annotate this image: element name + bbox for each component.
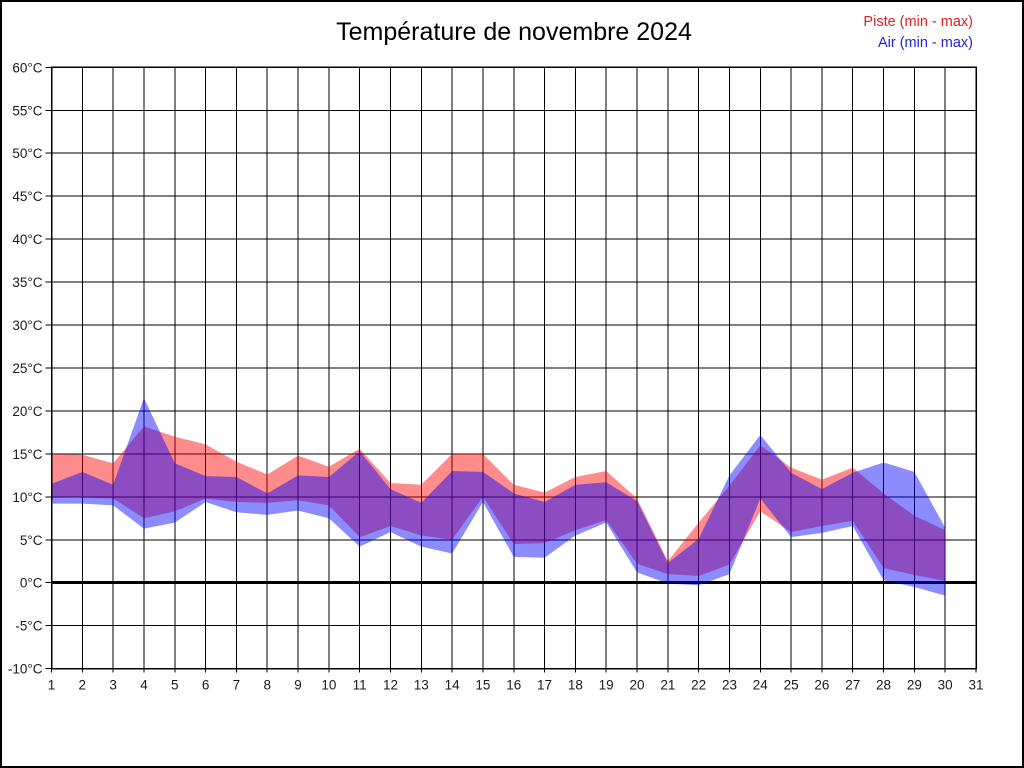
svg-text:-10°C: -10°C bbox=[8, 662, 43, 677]
svg-text:5: 5 bbox=[171, 678, 179, 693]
chart-title: Température de novembre 2024 bbox=[336, 18, 692, 46]
chart-legend: Piste (min - max) Air (min - max) bbox=[863, 12, 973, 54]
svg-text:50°C: 50°C bbox=[12, 146, 42, 161]
svg-text:31: 31 bbox=[968, 678, 983, 693]
legend-air-label: Air (min - max) bbox=[877, 35, 973, 51]
svg-text:5°C: 5°C bbox=[20, 533, 43, 548]
svg-text:60°C: 60°C bbox=[12, 60, 42, 75]
svg-text:3: 3 bbox=[109, 678, 117, 693]
svg-text:14: 14 bbox=[445, 678, 461, 693]
svg-text:30°C: 30°C bbox=[12, 318, 42, 333]
svg-text:18: 18 bbox=[568, 678, 583, 693]
svg-text:21: 21 bbox=[660, 678, 675, 693]
svg-text:10: 10 bbox=[321, 678, 336, 693]
svg-text:7: 7 bbox=[233, 678, 241, 693]
svg-text:29: 29 bbox=[907, 678, 922, 693]
svg-text:55°C: 55°C bbox=[12, 103, 42, 118]
svg-text:19: 19 bbox=[599, 678, 614, 693]
svg-text:22: 22 bbox=[691, 678, 706, 693]
svg-text:17: 17 bbox=[537, 678, 552, 693]
svg-text:-5°C: -5°C bbox=[15, 619, 42, 634]
svg-text:6: 6 bbox=[202, 678, 210, 693]
svg-text:20: 20 bbox=[630, 678, 645, 693]
grid-lines bbox=[51, 66, 977, 670]
svg-text:10°C: 10°C bbox=[12, 490, 42, 505]
svg-text:27: 27 bbox=[845, 678, 860, 693]
svg-text:40°C: 40°C bbox=[12, 232, 42, 247]
svg-text:1: 1 bbox=[48, 678, 56, 693]
svg-text:30: 30 bbox=[938, 678, 953, 693]
air-band bbox=[51, 398, 946, 596]
svg-text:9: 9 bbox=[294, 678, 302, 693]
svg-text:11: 11 bbox=[353, 678, 367, 693]
svg-text:23: 23 bbox=[722, 678, 737, 693]
x-axis-labels: 1 2 3 4 5 6 7 8 9 10 11 12 13 14 15 16 17 18 19 20 21 22 23 24 2… bbox=[48, 678, 984, 693]
svg-text:25°C: 25°C bbox=[12, 361, 42, 376]
plot-frame bbox=[50, 66, 977, 670]
svg-text:35°C: 35°C bbox=[12, 275, 42, 290]
svg-text:16: 16 bbox=[506, 678, 521, 693]
svg-text:15°C: 15°C bbox=[12, 447, 42, 462]
y-axis-labels: 60°C 55°C 50°C 45°C 40°C 35°C 30°C 25°C 20°C 15°C… bbox=[8, 60, 43, 676]
svg-text:26: 26 bbox=[814, 678, 829, 693]
svg-text:4: 4 bbox=[140, 678, 148, 693]
svg-text:12: 12 bbox=[383, 678, 398, 693]
svg-text:2: 2 bbox=[79, 678, 87, 693]
svg-text:28: 28 bbox=[876, 678, 891, 693]
svg-text:45°C: 45°C bbox=[12, 189, 42, 204]
piste-band bbox=[51, 426, 946, 581]
svg-text:15: 15 bbox=[475, 678, 490, 693]
svg-text:0°C: 0°C bbox=[20, 576, 43, 591]
svg-text:13: 13 bbox=[414, 678, 429, 693]
svg-text:20°C: 20°C bbox=[12, 404, 42, 419]
legend-piste-label: Piste (min - max) bbox=[863, 14, 973, 30]
svg-text:24: 24 bbox=[753, 678, 769, 693]
svg-text:8: 8 bbox=[263, 678, 271, 693]
svg-text:25: 25 bbox=[784, 678, 799, 693]
